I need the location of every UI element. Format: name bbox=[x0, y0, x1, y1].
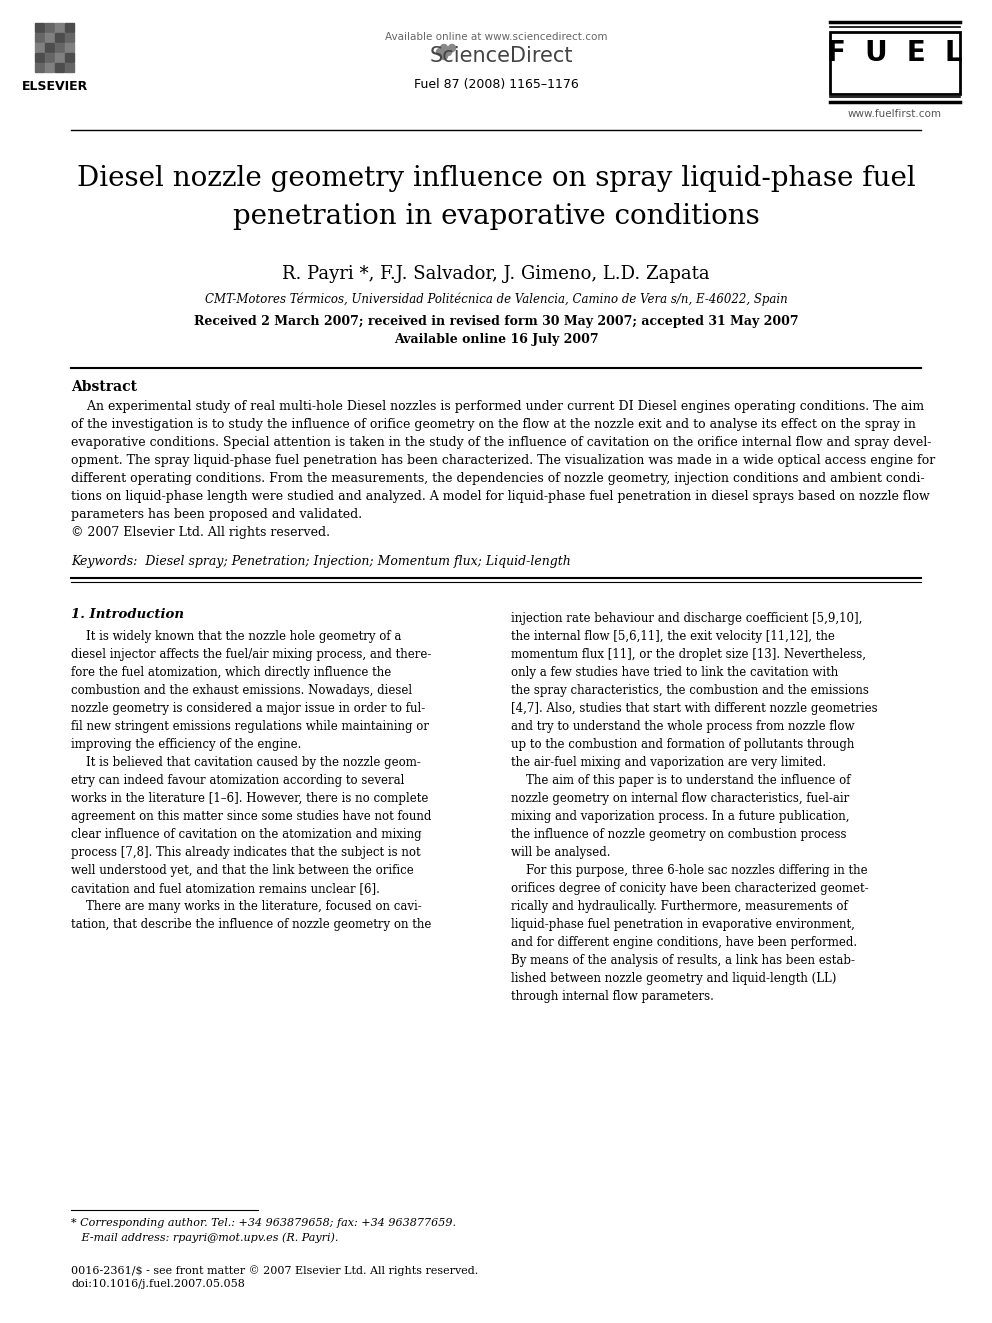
Bar bbox=[45, 64, 54, 71]
Text: Diesel nozzle geometry influence on spray liquid-phase fuel
penetration in evapo: Diesel nozzle geometry influence on spra… bbox=[76, 165, 916, 229]
Bar bbox=[55, 44, 64, 52]
Text: ScienceDirect: ScienceDirect bbox=[430, 46, 572, 66]
Bar bbox=[35, 44, 44, 52]
Bar bbox=[45, 22, 54, 32]
Bar bbox=[55, 64, 64, 71]
Bar bbox=[65, 64, 74, 71]
Bar bbox=[45, 44, 54, 52]
Text: CMT-Motores Térmicos, Universidad Politécnica de Valencia, Camino de Vera s/n, E: CMT-Motores Térmicos, Universidad Polité… bbox=[204, 292, 788, 307]
Bar bbox=[55, 33, 64, 42]
Bar bbox=[55, 53, 64, 62]
Bar bbox=[35, 33, 44, 42]
Text: doi:10.1016/j.fuel.2007.05.058: doi:10.1016/j.fuel.2007.05.058 bbox=[71, 1279, 245, 1289]
Bar bbox=[65, 22, 74, 32]
Bar bbox=[35, 53, 44, 62]
Text: Abstract: Abstract bbox=[71, 380, 138, 394]
Bar bbox=[65, 44, 74, 52]
Text: Keywords:  Diesel spray; Penetration; Injection; Momentum flux; Liquid-length: Keywords: Diesel spray; Penetration; Inj… bbox=[71, 556, 571, 568]
Text: F  U  E  L: F U E L bbox=[827, 38, 963, 67]
Circle shape bbox=[440, 45, 447, 52]
Text: An experimental study of real multi-hole Diesel nozzles is performed under curre: An experimental study of real multi-hole… bbox=[71, 400, 935, 538]
Circle shape bbox=[444, 49, 451, 56]
Text: Fuel 87 (2008) 1165–1176: Fuel 87 (2008) 1165–1176 bbox=[414, 78, 578, 91]
Bar bbox=[55, 22, 64, 32]
Text: Received 2 March 2007; received in revised form 30 May 2007; accepted 31 May 200: Received 2 March 2007; received in revis… bbox=[193, 315, 799, 328]
Bar bbox=[45, 53, 54, 62]
Text: * Corresponding author. Tel.: +34 963879658; fax: +34 963877659.: * Corresponding author. Tel.: +34 963879… bbox=[71, 1218, 456, 1228]
Text: 1. Introduction: 1. Introduction bbox=[71, 609, 185, 620]
Bar bbox=[65, 33, 74, 42]
Text: R. Payri *, F.J. Salvador, J. Gimeno, L.D. Zapata: R. Payri *, F.J. Salvador, J. Gimeno, L.… bbox=[282, 265, 710, 283]
Text: 0016-2361/$ - see front matter © 2007 Elsevier Ltd. All rights reserved.: 0016-2361/$ - see front matter © 2007 El… bbox=[71, 1265, 479, 1275]
Circle shape bbox=[448, 45, 455, 52]
Text: Available online 16 July 2007: Available online 16 July 2007 bbox=[394, 333, 598, 347]
Circle shape bbox=[436, 49, 443, 56]
Bar bbox=[45, 33, 54, 42]
Text: It is widely known that the nozzle hole geometry of a
diesel injector affects th: It is widely known that the nozzle hole … bbox=[71, 630, 432, 931]
Text: Available online at www.sciencedirect.com: Available online at www.sciencedirect.co… bbox=[385, 32, 607, 42]
Bar bbox=[830, 32, 960, 94]
Bar bbox=[65, 53, 74, 62]
Text: E-mail address: rpayri@mot.upv.es (R. Payri).: E-mail address: rpayri@mot.upv.es (R. Pa… bbox=[71, 1232, 339, 1242]
Bar bbox=[35, 64, 44, 71]
Text: injection rate behaviour and discharge coefficient [5,9,10],
the internal flow [: injection rate behaviour and discharge c… bbox=[511, 613, 878, 1003]
Text: ELSEVIER: ELSEVIER bbox=[22, 79, 88, 93]
Bar bbox=[35, 22, 44, 32]
Text: www.fuelfirst.com: www.fuelfirst.com bbox=[848, 108, 942, 119]
Circle shape bbox=[440, 53, 447, 60]
